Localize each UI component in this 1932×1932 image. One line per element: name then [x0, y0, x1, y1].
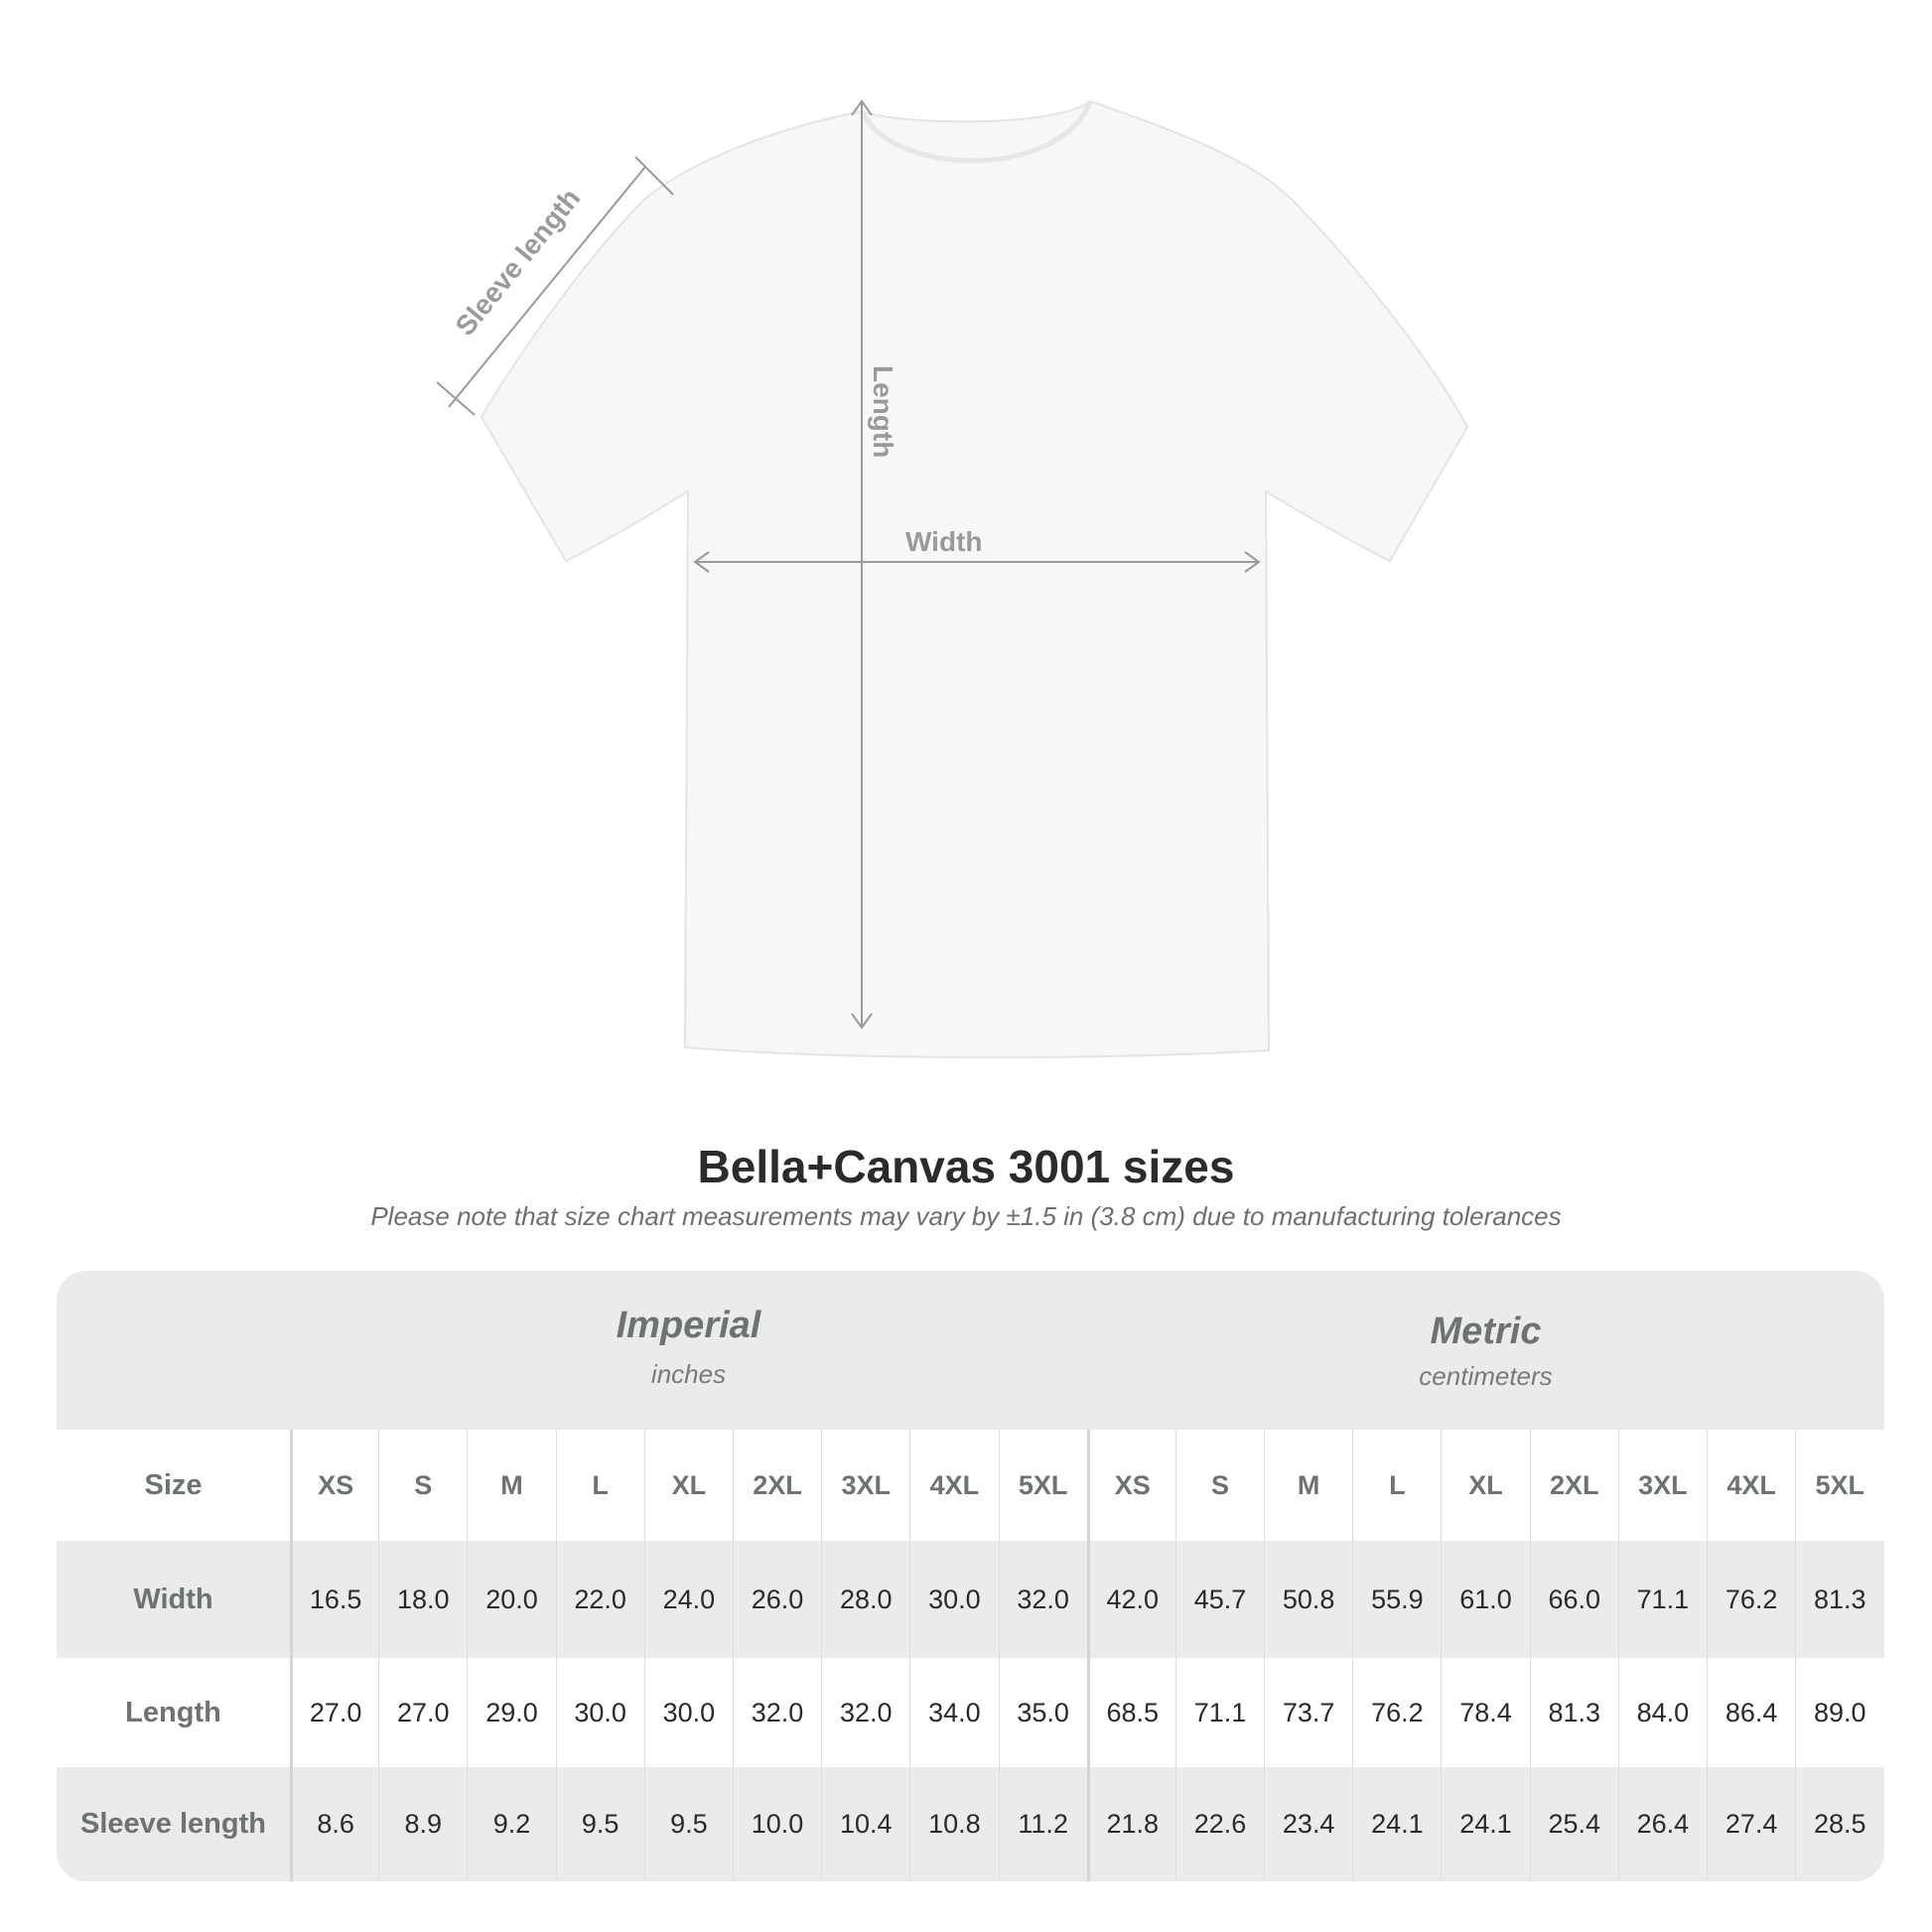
table-cell: 26.0: [732, 1541, 821, 1658]
table-cell: 21.8: [1086, 1767, 1175, 1881]
size-header-metric-s: S: [1174, 1430, 1264, 1541]
arrow-icon: [693, 551, 710, 573]
table-cell: 86.4: [1707, 1658, 1795, 1767]
arrow-icon: [851, 99, 873, 116]
table-cell: 50.8: [1264, 1541, 1352, 1658]
table-row: Width 16.5 18.0 20.0 22.0 24.0 26.0 28.0 30.0 32.…: [57, 1541, 1884, 1658]
table-cell: 22.6: [1174, 1767, 1264, 1881]
table-cell: 30.0: [643, 1658, 733, 1767]
imperial-unit: inches: [650, 1359, 727, 1389]
table-cell: 25.4: [1529, 1767, 1618, 1881]
table-cell: 11.2: [998, 1767, 1087, 1881]
size-header-row: Size XS S M L XL 2XL 3XL 4XL 5XL XS S M L XL 2XL 3XL 4XL 5…: [57, 1430, 1884, 1541]
size-header-imperial-4xl: 4XL: [909, 1430, 998, 1541]
table-cell: 35.0: [998, 1658, 1087, 1767]
sleeve-measure-line: [448, 166, 646, 408]
imperial-header: Imperial inches: [290, 1271, 1087, 1430]
table-cell: 22.0: [555, 1541, 644, 1658]
table-cell: 18.0: [378, 1541, 467, 1658]
table-cell: 30.0: [555, 1658, 644, 1767]
table-cell: 76.2: [1707, 1541, 1795, 1658]
table-cell: 24.0: [643, 1541, 733, 1658]
row-label: Sleeve length: [80, 1808, 266, 1840]
table-cell: 27.4: [1707, 1767, 1795, 1881]
size-header-metric-l: L: [1352, 1430, 1441, 1541]
table-cell: 28.0: [821, 1541, 909, 1658]
table-cell: 23.4: [1264, 1767, 1352, 1881]
arrow-icon: [851, 1013, 873, 1030]
size-header-metric-xs: XS: [1086, 1430, 1175, 1541]
table-cell: 32.0: [732, 1658, 821, 1767]
table-row: Length 27.0 27.0 29.0 30.0 30.0 32.0 32.0 34.0 35…: [57, 1658, 1884, 1767]
table-cell: 61.0: [1441, 1541, 1529, 1658]
row-label: Width: [133, 1583, 213, 1615]
table-cell: 10.0: [732, 1767, 821, 1881]
table-cell: 89.0: [1795, 1658, 1883, 1767]
arrow-icon: [1244, 551, 1261, 573]
table-row: Sleeve length 8.6 8.9 9.2 9.5 9.5 10.0 10.4 10.8…: [57, 1767, 1884, 1881]
table-cell: 81.3: [1529, 1658, 1618, 1767]
table-cell: 66.0: [1529, 1541, 1618, 1658]
table-cell: 8.6: [290, 1767, 378, 1881]
size-header-metric-5xl: 5XL: [1795, 1430, 1883, 1541]
metric-header: Metric centimeters: [1087, 1271, 1884, 1430]
tshirt-shape: [480, 99, 1469, 1059]
table-cell: 16.5: [290, 1541, 378, 1658]
metric-unit: centimeters: [1419, 1361, 1553, 1391]
metric-title: Metric: [1430, 1311, 1542, 1352]
table-cell: 68.5: [1086, 1658, 1175, 1767]
table-cell: 9.2: [467, 1767, 555, 1881]
size-header-imperial-s: S: [378, 1430, 467, 1541]
table-cell: 26.4: [1617, 1767, 1707, 1881]
table-cell: 55.9: [1352, 1541, 1441, 1658]
table-cell: 45.7: [1174, 1541, 1264, 1658]
table-cell: 30.0: [909, 1541, 998, 1658]
size-header-imperial-5xl: 5XL: [998, 1430, 1087, 1541]
size-header-imperial-m: M: [467, 1430, 555, 1541]
row-label: Length: [125, 1696, 221, 1728]
collar: [859, 100, 1093, 164]
table-cell: 10.4: [821, 1767, 909, 1881]
size-chart-table: Imperial inches Metric centimeters Size X…: [57, 1271, 1884, 1881]
table-cell: 9.5: [555, 1767, 644, 1881]
imperial-title: Imperial: [616, 1305, 761, 1346]
table-cell: 32.0: [821, 1658, 909, 1767]
table-cell: 9.5: [643, 1767, 733, 1881]
table-cell: 71.1: [1174, 1658, 1264, 1767]
length-label: Length: [868, 365, 898, 458]
page-title: Bella+Canvas 3001 sizes: [697, 1141, 1235, 1192]
size-header-metric-3xl: 3XL: [1617, 1430, 1707, 1541]
table-cell: 29.0: [467, 1658, 555, 1767]
table-cell: 24.1: [1352, 1767, 1441, 1881]
table-cell: 27.0: [290, 1658, 378, 1767]
width-label: Width: [905, 526, 983, 557]
size-header-metric-m: M: [1264, 1430, 1352, 1541]
size-header-metric-2xl: 2XL: [1529, 1430, 1618, 1541]
table-cell: 24.1: [1441, 1767, 1529, 1881]
size-header-imperial-2xl: 2XL: [732, 1430, 821, 1541]
table-cell: 32.0: [998, 1541, 1087, 1658]
table-cell: 42.0: [1086, 1541, 1175, 1658]
table-cell: 84.0: [1617, 1658, 1707, 1767]
tolerance-note: Please note that size chart measurements…: [370, 1201, 1562, 1231]
size-header-imperial-3xl: 3XL: [821, 1430, 909, 1541]
table-cell: 20.0: [467, 1541, 555, 1658]
table-cell: 71.1: [1617, 1541, 1707, 1658]
table-cell: 27.0: [378, 1658, 467, 1767]
size-header-imperial-xs: XS: [290, 1430, 378, 1541]
size-header-metric-xl: XL: [1441, 1430, 1529, 1541]
table-cell: 8.9: [378, 1767, 467, 1881]
size-header-metric-4xl: 4XL: [1707, 1430, 1795, 1541]
table-cell: 76.2: [1352, 1658, 1441, 1767]
table-cell: 10.8: [909, 1767, 998, 1881]
table-cell: 81.3: [1795, 1541, 1883, 1658]
table-cell: 73.7: [1264, 1658, 1352, 1767]
tshirt-measurement-diagram: Length Width Sleeve length: [436, 99, 1469, 1059]
size-column-label: Size: [144, 1468, 203, 1501]
size-header-imperial-xl: XL: [643, 1430, 733, 1541]
table-cell: 78.4: [1441, 1658, 1529, 1767]
table-cell: 34.0: [909, 1658, 998, 1767]
size-header-imperial-l: L: [555, 1430, 644, 1541]
table-cell: 28.5: [1795, 1767, 1883, 1881]
